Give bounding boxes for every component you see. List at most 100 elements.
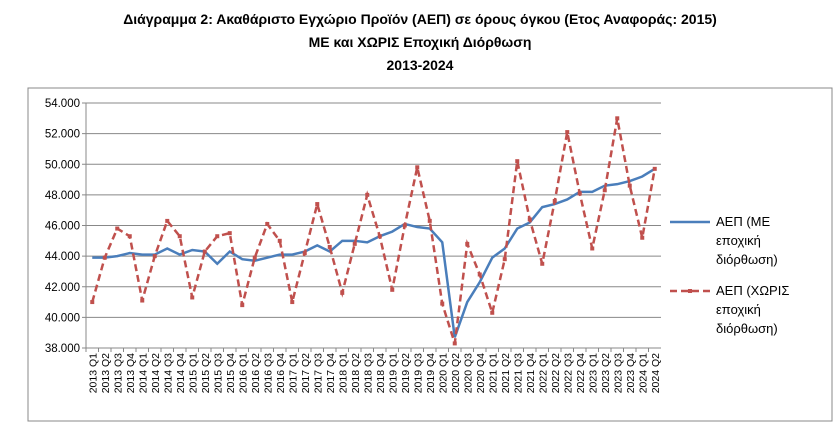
y-tick-label: 42.000 xyxy=(45,282,80,294)
x-tick-label: 2021 Q1 xyxy=(487,353,499,393)
x-tick-label: 2018 Q1 xyxy=(337,353,349,393)
x-tick-label: 2014 Q4 xyxy=(175,353,187,393)
marker xyxy=(440,301,445,306)
marker xyxy=(377,234,382,239)
x-tick-label: 2013 Q4 xyxy=(125,353,137,393)
marker xyxy=(340,290,345,295)
x-tick-label: 2013 Q2 xyxy=(100,353,112,393)
x-tick-label: 2014 Q1 xyxy=(137,353,149,393)
x-tick-label: 2016 Q2 xyxy=(250,353,262,393)
marker xyxy=(202,249,207,254)
marker xyxy=(152,254,157,259)
x-tick-label: 2015 Q1 xyxy=(187,353,199,393)
marker xyxy=(540,261,545,266)
x-tick-label: 2016 Q4 xyxy=(275,353,287,393)
y-tick-label: 40.000 xyxy=(45,312,80,324)
marker xyxy=(502,257,507,262)
y-tick-label: 44.000 xyxy=(45,251,80,263)
x-tick-label: 2018 Q3 xyxy=(362,353,374,393)
marker xyxy=(115,226,120,231)
series-line xyxy=(92,167,656,338)
x-tick-label: 2019 Q2 xyxy=(400,353,412,393)
x-tick-label: 2024 Q2 xyxy=(650,353,662,393)
marker xyxy=(215,234,220,239)
x-tick-label: 2021 Q2 xyxy=(500,353,512,393)
marker xyxy=(140,298,145,303)
marker xyxy=(165,218,170,223)
x-tick-label: 2015 Q2 xyxy=(200,353,212,393)
x-tick-label: 2017 Q1 xyxy=(287,353,299,393)
x-tick-label: 2023 Q2 xyxy=(600,353,612,393)
x-tick-label: 2014 Q3 xyxy=(162,353,174,393)
marker xyxy=(227,231,232,236)
marker xyxy=(240,303,245,308)
marker xyxy=(602,188,607,193)
x-tick-label: 2013 Q3 xyxy=(112,353,124,393)
x-tick-label: 2017 Q3 xyxy=(312,353,324,393)
chart-frame xyxy=(27,87,833,422)
y-tick-label: 38.000 xyxy=(45,343,80,355)
marker xyxy=(290,300,295,305)
chart-title: 2013-2024 xyxy=(387,57,454,73)
x-tick-label: 2020 Q1 xyxy=(437,353,449,393)
x-tick-label: 2017 Q2 xyxy=(300,353,312,393)
legend-label: ΑΕΠ (ΜΕ εποχική διόρθωση) xyxy=(716,214,778,267)
y-tick-label: 46.000 xyxy=(45,221,80,233)
y-tick-label: 52.000 xyxy=(45,129,80,141)
x-tick-label: 2022 Q4 xyxy=(575,353,587,393)
x-tick-label: 2021 Q4 xyxy=(525,353,537,393)
x-tick-label: 2016 Q1 xyxy=(237,353,249,393)
y-tick-label: 54.000 xyxy=(45,98,80,110)
marker xyxy=(390,287,395,292)
x-tick-label: 2020 Q2 xyxy=(450,353,462,393)
x-tick-label: 2015 Q3 xyxy=(212,353,224,393)
marker xyxy=(465,241,470,246)
x-tick-label: 2019 Q4 xyxy=(425,353,437,393)
marker xyxy=(552,199,557,203)
x-tick-label: 2019 Q1 xyxy=(387,353,399,393)
marker xyxy=(615,116,620,121)
marker xyxy=(452,341,457,346)
y-tick-label: 48.000 xyxy=(45,190,80,202)
series-line xyxy=(91,118,656,344)
x-tick-label: 2023 Q1 xyxy=(587,353,599,393)
marker xyxy=(490,310,495,315)
x-tick-label: 2024 Q1 xyxy=(637,353,649,393)
x-tick-label: 2018 Q4 xyxy=(375,353,387,393)
marker xyxy=(477,272,482,277)
marker xyxy=(90,300,95,305)
x-tick-label: 2017 Q4 xyxy=(325,353,337,393)
marker xyxy=(315,202,320,207)
legend-marker xyxy=(688,289,692,293)
x-tick-label: 2015 Q4 xyxy=(225,353,237,393)
y-tick-label: 50.000 xyxy=(45,159,80,171)
marker xyxy=(565,130,570,135)
x-tick-label: 2022 Q2 xyxy=(550,353,562,393)
marker xyxy=(277,238,282,243)
chart-title: Διάγραμμα 2: Ακαθάριστο Εγχώριο Προϊόν (… xyxy=(123,11,717,27)
marker xyxy=(327,244,332,249)
marker xyxy=(590,246,595,251)
marker xyxy=(402,223,407,228)
marker xyxy=(627,183,632,188)
marker xyxy=(427,218,432,223)
x-tick-label: 2014 Q2 xyxy=(150,353,162,393)
x-tick-label: 2020 Q4 xyxy=(475,353,487,393)
x-tick-label: 2019 Q3 xyxy=(412,353,424,393)
marker xyxy=(352,241,357,246)
x-tick-label: 2023 Q4 xyxy=(625,353,637,393)
marker xyxy=(415,165,420,170)
marker xyxy=(527,217,532,222)
x-tick-label: 2013 Q1 xyxy=(87,353,99,393)
marker xyxy=(177,234,182,239)
marker xyxy=(302,251,307,256)
legend-label: ΑΕΠ (ΧΩΡΙΣ εποχική διόρθωση) xyxy=(716,283,790,336)
marker xyxy=(127,234,132,239)
marker xyxy=(640,235,645,240)
chart-title: ΜΕ και ΧΩΡΙΣ Εποχική Διόρθωση xyxy=(309,34,532,50)
x-tick-label: 2022 Q3 xyxy=(562,353,574,393)
x-tick-label: 2021 Q3 xyxy=(512,353,524,393)
marker xyxy=(102,255,107,260)
